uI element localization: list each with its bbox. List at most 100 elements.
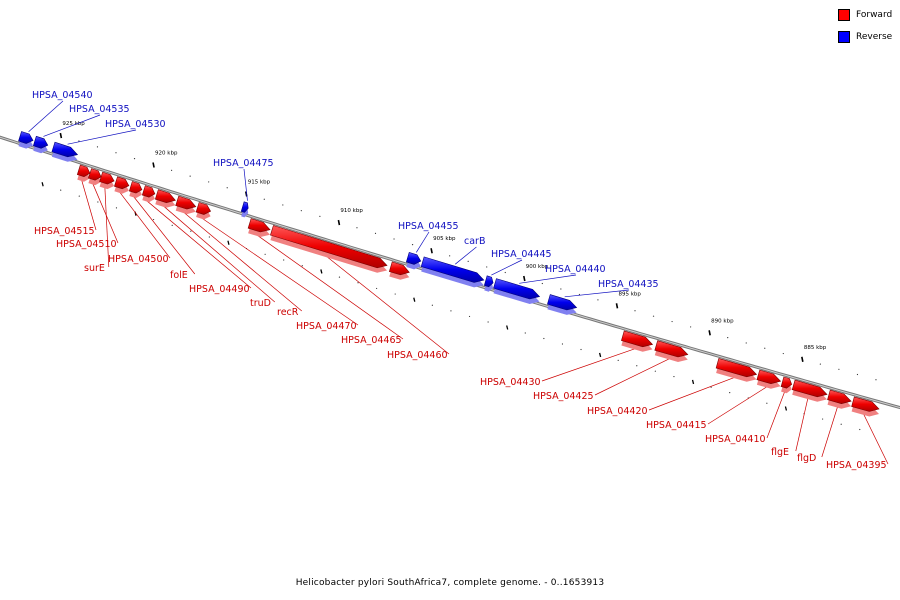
tick-label: 925 kbp [62,121,85,127]
gene-label: HPSA_04515 [34,226,95,237]
forward-gene-HPSA_04460b[interactable] [388,261,410,280]
minor-tick-mark [636,365,638,367]
inner-tick-mark [41,182,44,187]
minor-tick-mark [840,423,842,425]
forward-gene-HPSA_04515[interactable] [76,164,91,182]
forward-gene-folE[interactable] [128,181,143,199]
minor-tick-mark [97,201,99,203]
gene-features [18,131,880,417]
forward-label-group: HPSA_04490 [189,284,250,295]
minor-tick-mark [504,271,506,274]
minor-tick-mark [745,342,747,344]
reverse-gene-HPSA_04455[interactable] [405,252,422,270]
forward-gene-HPSA_04410[interactable] [780,376,793,394]
scale-tick: 895 kbp [598,291,692,378]
forward-gene-HPSA_04460[interactable] [270,225,388,273]
gene-arrow-body [88,168,102,181]
reverse-label-group: HPSA_04445 [491,249,552,260]
minor-tick-mark [338,276,341,278]
reverse-label-group: HPSA_04535 [69,104,130,115]
forward-gene-HPSA_04430[interactable] [621,330,654,352]
gene-label: carB [464,236,485,247]
forward-gene-HPSA_04425[interactable] [654,340,689,362]
inner-tick-mark [784,406,788,411]
minor-tick-mark [431,304,433,306]
forward-gene-HPSA_04470[interactable] [195,202,212,220]
minor-tick-mark [580,348,582,351]
forward-gene-HPSA_04395[interactable] [851,396,880,417]
gene-label: HPSA_04465 [341,335,402,346]
minor-tick-mark [561,343,564,345]
forward-label-group: HPSA_04430 [480,377,541,388]
gene-arrow-body [791,379,828,398]
tick-label: 905 kbp [433,236,456,242]
minor-tick-mark [189,175,191,177]
forward-gene-recR[interactable] [175,195,197,215]
legend-forward-label: Forward [856,10,893,20]
reverse-label-group: HPSA_04440 [545,264,606,275]
reverse-gene-HPSA_04475[interactable] [240,201,249,218]
forward-gene-HPSA_04420[interactable] [715,358,758,382]
minor-tick-mark [133,158,136,160]
leader-line [415,231,430,253]
leader-line [119,191,171,259]
reverse-gene-HPSA_04535[interactable] [32,135,49,154]
forward-gene-HPSA_04490[interactable] [141,185,156,203]
minor-tick-mark [60,189,62,191]
forward-gene-truD[interactable] [154,189,176,208]
scale-tick: 900 kbp [506,264,599,351]
gene-arrow-body [76,164,91,178]
tick-label: 885 kbp [804,345,827,351]
reverse-gene-HPSA_04530[interactable] [51,141,79,162]
minor-tick-mark [782,352,784,355]
reverse-label-group: HPSA_04475 [213,158,274,169]
gene-label: HPSA_04500 [108,254,169,265]
gene-label: HPSA_04395 [826,460,887,471]
forward-gene-HPSA_04465[interactable] [247,218,271,237]
minor-tick-mark [208,181,210,183]
minor-tick-mark [301,265,303,267]
forward-gene-flgE[interactable] [791,379,828,402]
reverse-label-group: HPSA_04435 [598,279,659,290]
gene-arrow-body [247,218,271,233]
minor-tick-mark [875,379,877,381]
reverse-gene-carB[interactable] [420,256,485,288]
gene-label: HPSA_04425 [533,391,594,402]
forward-gene-HPSA_04415[interactable] [756,369,782,389]
reverse-gene-HPSA_04435[interactable] [547,294,578,315]
minor-tick-mark [171,224,173,226]
forward-gene-HPSA_04500[interactable] [114,176,130,194]
gene-label: HPSA_04410 [705,434,766,445]
minor-tick-mark [578,293,581,296]
forward-label-group: surE [84,263,105,274]
scale-tick: 925 kbp [41,121,136,209]
major-tick-mark [337,219,341,226]
gene-arrow-body [195,202,212,215]
legend-forward: Forward [838,8,900,22]
gene-arrow-body [493,278,541,300]
inner-tick-mark [413,297,416,302]
minor-tick-mark [264,253,266,255]
minor-tick-mark [819,363,821,365]
minor-tick-mark [487,321,489,323]
forward-label-group: folE [170,270,188,281]
minor-tick-mark [190,230,192,232]
forward-gene-surE[interactable] [99,171,115,190]
minor-tick-mark [153,218,155,221]
gene-arrow-body [128,181,143,194]
gene-label: HPSA_04540 [32,90,93,101]
gene-arrow-body [18,131,34,144]
reverse-gene-HPSA_04440[interactable] [493,278,541,304]
reverse-gene-HPSA_04540[interactable] [18,131,34,149]
leader-line [163,205,276,303]
leader-line [455,246,477,265]
forward-gene-HPSA_04510[interactable] [88,168,102,186]
gene-arrow-body [154,189,176,204]
tick-label: 915 kbp [248,179,271,185]
forward-swatch [838,9,850,21]
reverse-gene-HPSA_04445[interactable] [483,275,494,292]
forward-label-group: HPSA_04500 [108,254,169,265]
gene-arrow-body [388,261,410,276]
forward-gene-flgD[interactable] [827,389,852,409]
